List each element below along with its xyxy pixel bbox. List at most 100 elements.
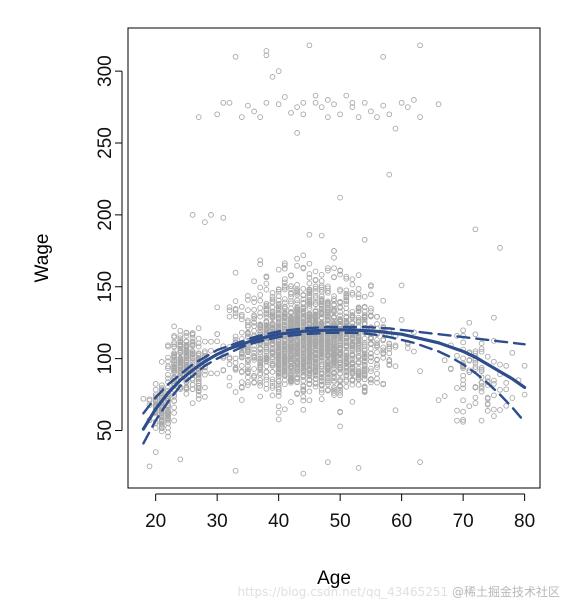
data-point [238, 303, 245, 310]
data-point [435, 101, 442, 108]
data-point [466, 319, 473, 326]
data-point [275, 307, 282, 314]
data-point [355, 114, 362, 120]
data-point [472, 364, 479, 370]
data-point [312, 298, 319, 305]
data-point [288, 272, 294, 279]
data-point [245, 329, 251, 336]
data-point [281, 336, 288, 343]
data-point [460, 397, 466, 404]
data-point [281, 345, 288, 352]
data-point [177, 349, 184, 356]
data-point [318, 357, 325, 364]
data-point [251, 374, 257, 381]
data-point [238, 379, 245, 385]
data-point [300, 386, 307, 393]
data-point [183, 329, 190, 336]
data-point [275, 319, 282, 326]
data-point [245, 293, 251, 299]
data-point [177, 359, 184, 366]
data-point [343, 287, 350, 294]
data-point [472, 366, 479, 372]
data-point [300, 305, 307, 312]
data-point [325, 285, 331, 292]
data-point [300, 364, 307, 370]
data-point [460, 408, 466, 415]
data-point [275, 338, 282, 345]
data-point [325, 387, 331, 394]
data-point [165, 375, 171, 382]
data-point [288, 344, 294, 351]
data-point [226, 354, 233, 361]
data-point [466, 403, 473, 410]
data-point [509, 349, 516, 356]
data-point [294, 300, 300, 306]
data-point [331, 384, 337, 391]
data-point [331, 335, 337, 342]
data-point [331, 386, 337, 393]
data-point [294, 262, 300, 269]
data-point [269, 345, 276, 352]
data-point [306, 271, 313, 277]
data-point [146, 463, 153, 470]
data-point [343, 335, 350, 341]
data-point [343, 290, 350, 297]
data-point [325, 267, 331, 274]
data-point [318, 293, 325, 300]
data-point [300, 319, 307, 326]
data-point [325, 304, 331, 311]
data-point [306, 297, 313, 304]
data-point [165, 365, 171, 372]
data-point [491, 406, 497, 413]
data-point [202, 338, 208, 345]
data-point [300, 291, 307, 298]
data-point [269, 341, 276, 348]
data-point [355, 286, 362, 292]
data-point [343, 318, 350, 324]
data-point [306, 280, 313, 287]
data-point [331, 306, 337, 312]
data-point [152, 398, 159, 405]
data-point [337, 321, 343, 328]
data-point [361, 313, 368, 320]
data-point [269, 383, 276, 389]
data-point [171, 323, 177, 330]
data-point [177, 372, 184, 379]
data-point [300, 377, 307, 384]
data-point [337, 357, 343, 364]
data-point [472, 394, 479, 401]
data-point [152, 449, 159, 455]
data-point [275, 369, 282, 376]
data-point [251, 108, 257, 115]
data-point [306, 371, 313, 378]
data-point [226, 382, 233, 389]
data-point [325, 283, 331, 290]
data-point [497, 245, 503, 251]
data-point [294, 390, 300, 397]
data-point [343, 344, 350, 351]
data-point [392, 407, 399, 414]
data-point [349, 341, 356, 348]
data-point [306, 231, 313, 238]
data-point [398, 282, 405, 289]
data-point [245, 382, 251, 388]
data-point [232, 355, 239, 362]
data-point [392, 363, 399, 370]
data-point [263, 340, 270, 346]
data-point [355, 314, 362, 321]
data-point [275, 381, 282, 387]
data-point [263, 385, 270, 392]
data-point [460, 372, 466, 379]
data-point [374, 313, 380, 320]
data-point [337, 409, 343, 416]
data-point [318, 389, 325, 396]
data-point [337, 392, 343, 399]
data-point [294, 307, 300, 314]
data-point [343, 294, 350, 301]
data-point [306, 342, 313, 349]
data-point [300, 309, 307, 315]
data-point [275, 384, 282, 391]
data-point [263, 342, 270, 348]
data-point [275, 416, 282, 423]
data-point [368, 305, 374, 312]
